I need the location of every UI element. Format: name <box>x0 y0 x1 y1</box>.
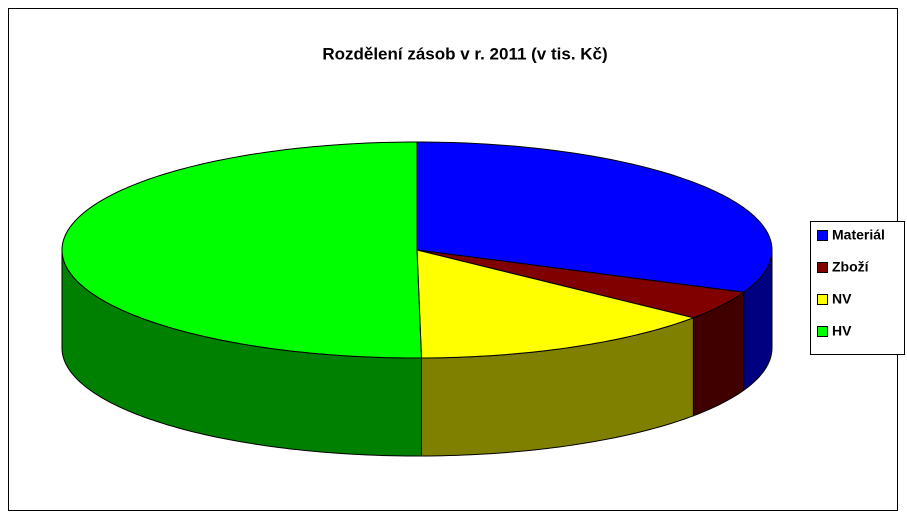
legend-swatch <box>817 326 828 337</box>
pie-slice <box>416 249 746 319</box>
legend-label: NV <box>832 291 852 307</box>
legend-swatch <box>817 230 828 241</box>
legend-label: Zboží <box>832 259 870 275</box>
pie-slice <box>61 141 422 359</box>
chart-title: Rozdělení zásob v r. 2011 (v tis. Kč) <box>322 44 607 63</box>
pie-slice <box>416 141 773 293</box>
legend-label: Materiál <box>832 227 885 243</box>
legend-label: HV <box>832 323 852 339</box>
pie-slice <box>416 249 696 359</box>
legend-swatch <box>817 262 828 273</box>
legend-swatch <box>817 294 828 305</box>
